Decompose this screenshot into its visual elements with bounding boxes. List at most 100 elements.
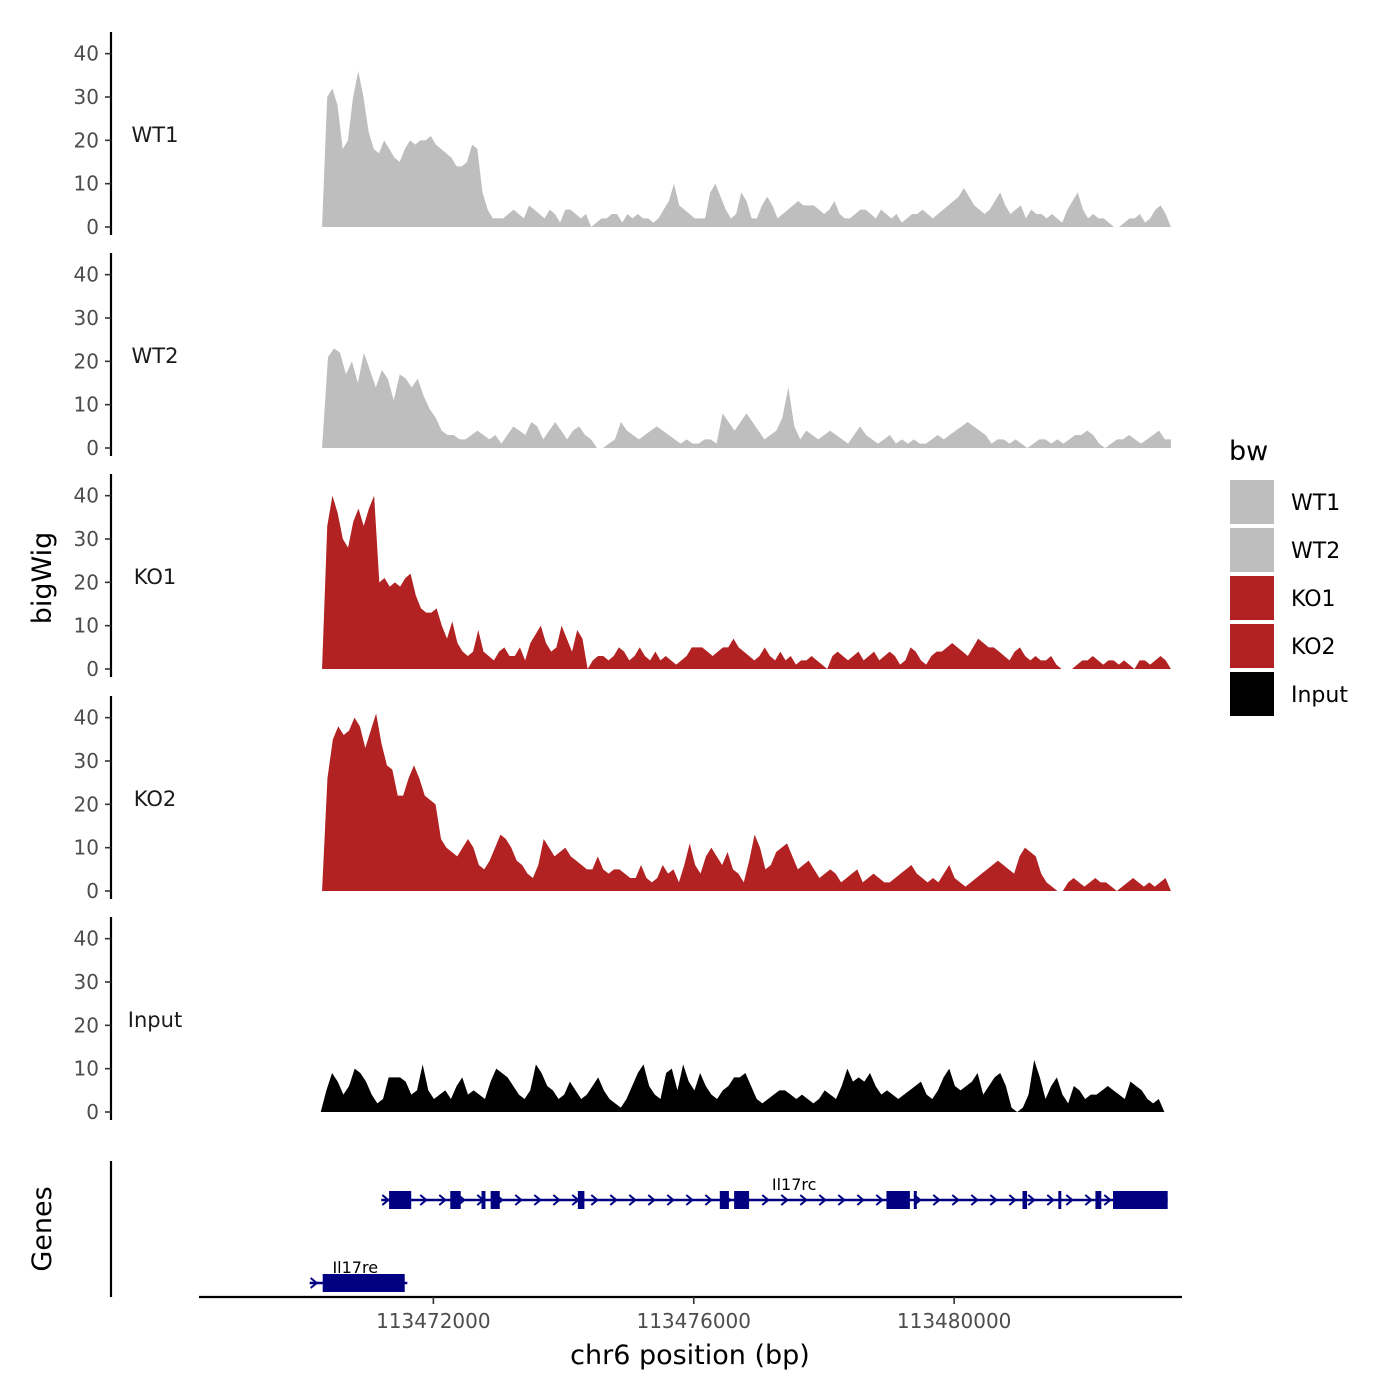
track-ko2: 0 10 20 30 40 KO2	[74, 696, 1171, 903]
x-axis-title: chr6 position (bp)	[570, 1340, 810, 1371]
genes-panel: Genes Il17rc Il17re	[27, 1161, 1168, 1297]
exon-il17rc-12	[1095, 1191, 1102, 1209]
exon-il17rc-8	[886, 1191, 910, 1209]
strand-chevron	[552, 1194, 561, 1206]
legend-item-input: Input	[1230, 672, 1348, 716]
strand-chevron	[951, 1194, 960, 1206]
y-tick-label-ko2-10: 10	[74, 836, 99, 860]
strand-chevron	[438, 1194, 447, 1206]
x-axis: 113472000 113476000 113480000 chr6 positio…	[199, 1295, 1182, 1371]
y-tick-label-wt2-30: 30	[74, 306, 99, 330]
area-wt1	[322, 71, 1171, 227]
strand-chevron	[381, 1194, 390, 1206]
exon-il17rc-9	[913, 1191, 917, 1209]
legend-items: WT1 WT2 KO1 KO2 Input	[1230, 480, 1348, 716]
strand-chevron	[1065, 1194, 1074, 1206]
y-tick-label-input-20: 20	[74, 1013, 99, 1037]
track-ko1: 0 10 20 30 40 KO1	[74, 474, 1171, 681]
legend-item-wt1: WT1	[1230, 480, 1340, 524]
strand-chevron	[1103, 1194, 1112, 1206]
strand-chevron	[628, 1194, 637, 1206]
exon-il17rc-5	[577, 1191, 585, 1209]
exon-il17rc-4	[490, 1191, 500, 1209]
exon-il17rc-13	[1112, 1191, 1168, 1209]
strand-chevron	[666, 1194, 675, 1206]
legend-swatch-ko1	[1230, 576, 1274, 620]
track-label-ko1: KO1	[134, 565, 177, 589]
legend-swatch-ko2	[1230, 624, 1274, 668]
y-tick-label-ko2-30: 30	[74, 749, 99, 773]
y-tick-label-ko1-0: 0	[86, 657, 99, 681]
strand-chevron	[310, 1277, 319, 1289]
strand-chevron	[989, 1194, 998, 1206]
y-tick-label-input-0: 0	[86, 1100, 99, 1124]
y-tick-label-wt1-10: 10	[74, 172, 99, 196]
legend-swatch-wt1	[1230, 480, 1274, 524]
exon-il17rc-10	[1022, 1191, 1028, 1209]
legend: bw WT1 WT2 KO1 KO2 Input	[1229, 436, 1348, 716]
exon-il17rc-7	[734, 1191, 750, 1209]
gene-il17rc: Il17rc	[381, 1175, 1168, 1209]
legend-item-ko2: KO2	[1230, 624, 1336, 668]
y-tick-label-wt2-0: 0	[86, 436, 99, 460]
y-tick-label-wt2-20: 20	[74, 349, 99, 373]
x-tick-label-113472000: 113472000	[376, 1309, 491, 1333]
y-tick-label-ko1-20: 20	[74, 570, 99, 594]
track-label-ko2: KO2	[134, 787, 177, 811]
track-label-wt1: WT1	[132, 123, 179, 147]
exon-il17re-1	[322, 1274, 405, 1292]
y-tick-label-ko2-40: 40	[74, 706, 99, 730]
y-axis-title: bigWig	[27, 532, 58, 625]
legend-swatch-wt2	[1230, 528, 1274, 572]
legend-label-wt1: WT1	[1291, 491, 1340, 516]
x-tick-label-113480000: 113480000	[897, 1309, 1012, 1333]
area-wt2	[322, 348, 1171, 448]
exon-il17rc-1	[389, 1191, 412, 1209]
legend-label-ko2: KO2	[1291, 635, 1336, 660]
bigwig-tracks: 0 10 20 30 40 WT1 0 10 20 30 40 WT2 0 10 20 30 40 KO1 0 10 2…	[74, 32, 1171, 1124]
legend-swatch-input	[1230, 672, 1274, 716]
exon-il17rc-3	[481, 1191, 486, 1209]
legend-label-ko1: KO1	[1291, 587, 1336, 612]
y-tick-label-wt1-0: 0	[86, 215, 99, 239]
strand-chevron	[875, 1194, 884, 1206]
x-tick-label-113476000: 113476000	[636, 1309, 751, 1333]
strand-chevron	[419, 1194, 428, 1206]
strand-chevron	[590, 1194, 599, 1206]
legend-item-ko1: KO1	[1230, 576, 1336, 620]
gene-models: Il17rc Il17re	[309, 1175, 1168, 1292]
y-tick-label-input-40: 40	[74, 927, 99, 951]
track-label-input: Input	[128, 1008, 182, 1032]
area-input	[320, 1060, 1165, 1112]
strand-chevron	[856, 1194, 865, 1206]
y-tick-label-ko2-20: 20	[74, 792, 99, 816]
y-tick-label-ko1-10: 10	[74, 614, 99, 638]
y-tick-label-wt1-20: 20	[74, 128, 99, 152]
exon-il17rc-11	[1058, 1191, 1062, 1209]
gene-label-il17re: Il17re	[332, 1258, 378, 1277]
strand-chevron	[837, 1194, 846, 1206]
x-ticks: 113472000 113476000 113480000	[376, 1297, 1011, 1333]
y-tick-label-ko1-30: 30	[74, 527, 99, 551]
exon-il17rc-6	[719, 1191, 729, 1209]
strand-chevron	[609, 1194, 618, 1206]
strand-chevron	[932, 1194, 941, 1206]
track-input: 0 10 20 30 40 Input	[74, 917, 1165, 1124]
y-tick-label-wt2-10: 10	[74, 393, 99, 417]
y-tick-label-wt1-30: 30	[74, 85, 99, 109]
track-label-wt2: WT2	[132, 344, 179, 368]
legend-label-input: Input	[1291, 683, 1348, 708]
strand-chevron	[1008, 1194, 1017, 1206]
y-tick-label-input-10: 10	[74, 1057, 99, 1081]
exon-il17rc-2	[450, 1191, 461, 1209]
strand-chevron	[780, 1194, 789, 1206]
strand-chevron	[1027, 1194, 1036, 1206]
legend-item-wt2: WT2	[1230, 528, 1340, 572]
strand-chevron	[761, 1194, 770, 1206]
track-wt1: 0 10 20 30 40 WT1	[74, 32, 1171, 239]
y-tick-label-wt1-40: 40	[74, 42, 99, 66]
strand-chevron	[799, 1194, 808, 1206]
strand-chevron	[1046, 1194, 1055, 1206]
y-tick-label-input-30: 30	[74, 970, 99, 994]
